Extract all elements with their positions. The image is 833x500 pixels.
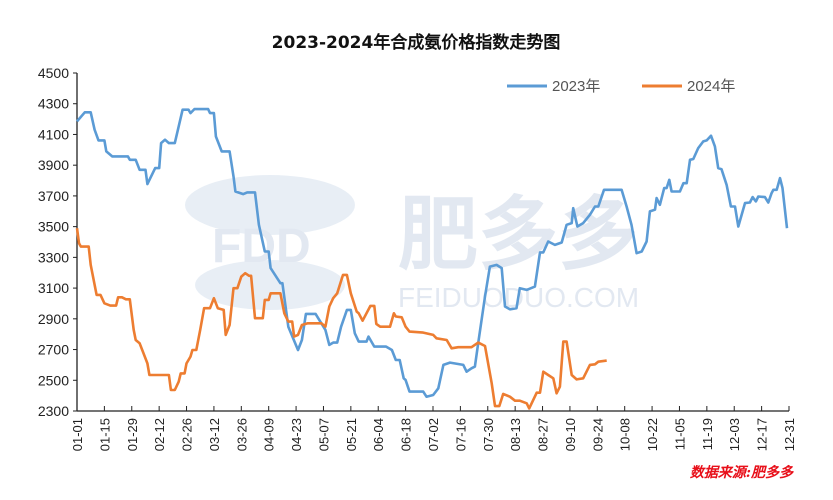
x-tick-label: 08-27 bbox=[536, 418, 551, 451]
series-line-2024 bbox=[75, 228, 607, 410]
chart-title: 2023-2024年合成氨价格指数走势图 bbox=[272, 32, 561, 53]
x-tick-label: 03-12 bbox=[207, 418, 222, 451]
x-tick-label: 05-07 bbox=[316, 418, 331, 451]
x-tick-label: 07-02 bbox=[426, 418, 441, 451]
x-tick-label: 05-21 bbox=[344, 418, 359, 451]
legend-label-2024: 2024年 bbox=[687, 78, 735, 95]
y-tick-label: 2700 bbox=[38, 342, 69, 358]
x-tick-label: 12-17 bbox=[755, 418, 770, 451]
y-tick-label: 4100 bbox=[38, 126, 69, 142]
x-tick-label: 03-26 bbox=[234, 418, 249, 451]
x-tick-label: 02-26 bbox=[180, 418, 195, 451]
y-tick-label: 3500 bbox=[38, 219, 69, 235]
watermark-name: 肥多多 bbox=[398, 190, 638, 279]
y-tick-label: 2300 bbox=[38, 403, 69, 419]
y-tick-label: 2900 bbox=[38, 311, 69, 327]
watermark-leaf-icon bbox=[185, 175, 355, 235]
y-tick-label: 4500 bbox=[38, 65, 69, 81]
series-lines bbox=[75, 107, 789, 410]
x-tick-label: 06-18 bbox=[399, 418, 414, 451]
x-tick-label: 10-08 bbox=[618, 418, 633, 451]
x-tick-label: 09-10 bbox=[563, 418, 578, 451]
y-tick-label: 3100 bbox=[38, 280, 69, 296]
y-tick-label: 3900 bbox=[38, 157, 69, 173]
x-tick-label: 09-24 bbox=[590, 418, 605, 451]
series-line-2023 bbox=[76, 107, 789, 399]
x-tick-label: 07-16 bbox=[453, 418, 468, 451]
x-tick-label: 04-23 bbox=[289, 418, 304, 451]
watermark-logo: FDD bbox=[212, 220, 311, 273]
y-tick-label: 4300 bbox=[38, 96, 69, 112]
source-note: 数据来源:肥多多 bbox=[690, 464, 794, 481]
x-tick-label: 11-19 bbox=[700, 418, 715, 450]
legend: 2023年 2024年 bbox=[507, 78, 735, 95]
y-tick-label: 3300 bbox=[38, 249, 69, 265]
x-tick-label: 12-03 bbox=[727, 418, 742, 451]
x-tick-label: 11-05 bbox=[672, 418, 687, 450]
x-tick-label: 04-09 bbox=[262, 418, 277, 451]
x-tick-label: 10-22 bbox=[645, 418, 660, 451]
x-tick-label: 02-12 bbox=[152, 418, 167, 451]
y-tick-label: 2500 bbox=[38, 372, 69, 388]
legend-label-2023: 2023年 bbox=[552, 78, 600, 95]
x-tick-label: 12-31 bbox=[782, 418, 797, 451]
x-tick-label: 07-30 bbox=[481, 418, 496, 451]
y-tick-label: 3700 bbox=[38, 188, 69, 204]
x-tick-label: 01-01 bbox=[70, 418, 85, 451]
x-tick-label: 01-15 bbox=[97, 418, 112, 451]
x-tick-label: 08-13 bbox=[508, 418, 523, 451]
x-tick-label: 01-29 bbox=[125, 418, 140, 451]
x-tick-label: 06-04 bbox=[371, 418, 386, 451]
axes: 4500 4300 4100 3900 3700 3500 3300 3100 2900 2700… bbox=[38, 65, 797, 451]
